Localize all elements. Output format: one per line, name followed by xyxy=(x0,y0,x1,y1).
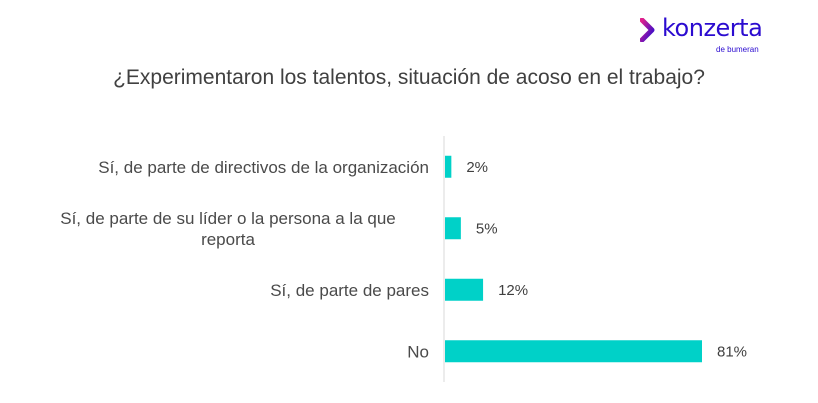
brand-sub: de bumeran xyxy=(716,45,759,54)
category-label-0: Sí, de parte de directivos de la organiz… xyxy=(98,158,429,177)
bar-3 xyxy=(445,340,702,363)
bar-0 xyxy=(445,155,452,178)
value-label-0: 2% xyxy=(466,159,488,176)
konzerta-logo: konzerta de bumeran xyxy=(640,14,780,54)
value-label-1: 5% xyxy=(476,220,498,237)
value-label-2: 12% xyxy=(498,282,528,299)
value-label-3: 81% xyxy=(717,343,747,360)
chevron-logo-icon xyxy=(640,18,655,42)
category-label-2: Sí, de parte de pares xyxy=(270,281,429,300)
bar-1 xyxy=(445,217,461,240)
labels-group: 2% Sí, de parte de directivos de la organ… xyxy=(60,158,747,362)
chart-title: ¿Experimentaron los talentos, situación … xyxy=(113,66,705,89)
bars-group xyxy=(445,155,702,363)
bar-2 xyxy=(445,278,484,301)
brand-name: konzerta xyxy=(662,14,763,42)
category-label-3: No xyxy=(407,342,429,361)
category-label-1: Sí, de parte de su líder o la persona a … xyxy=(60,209,396,249)
